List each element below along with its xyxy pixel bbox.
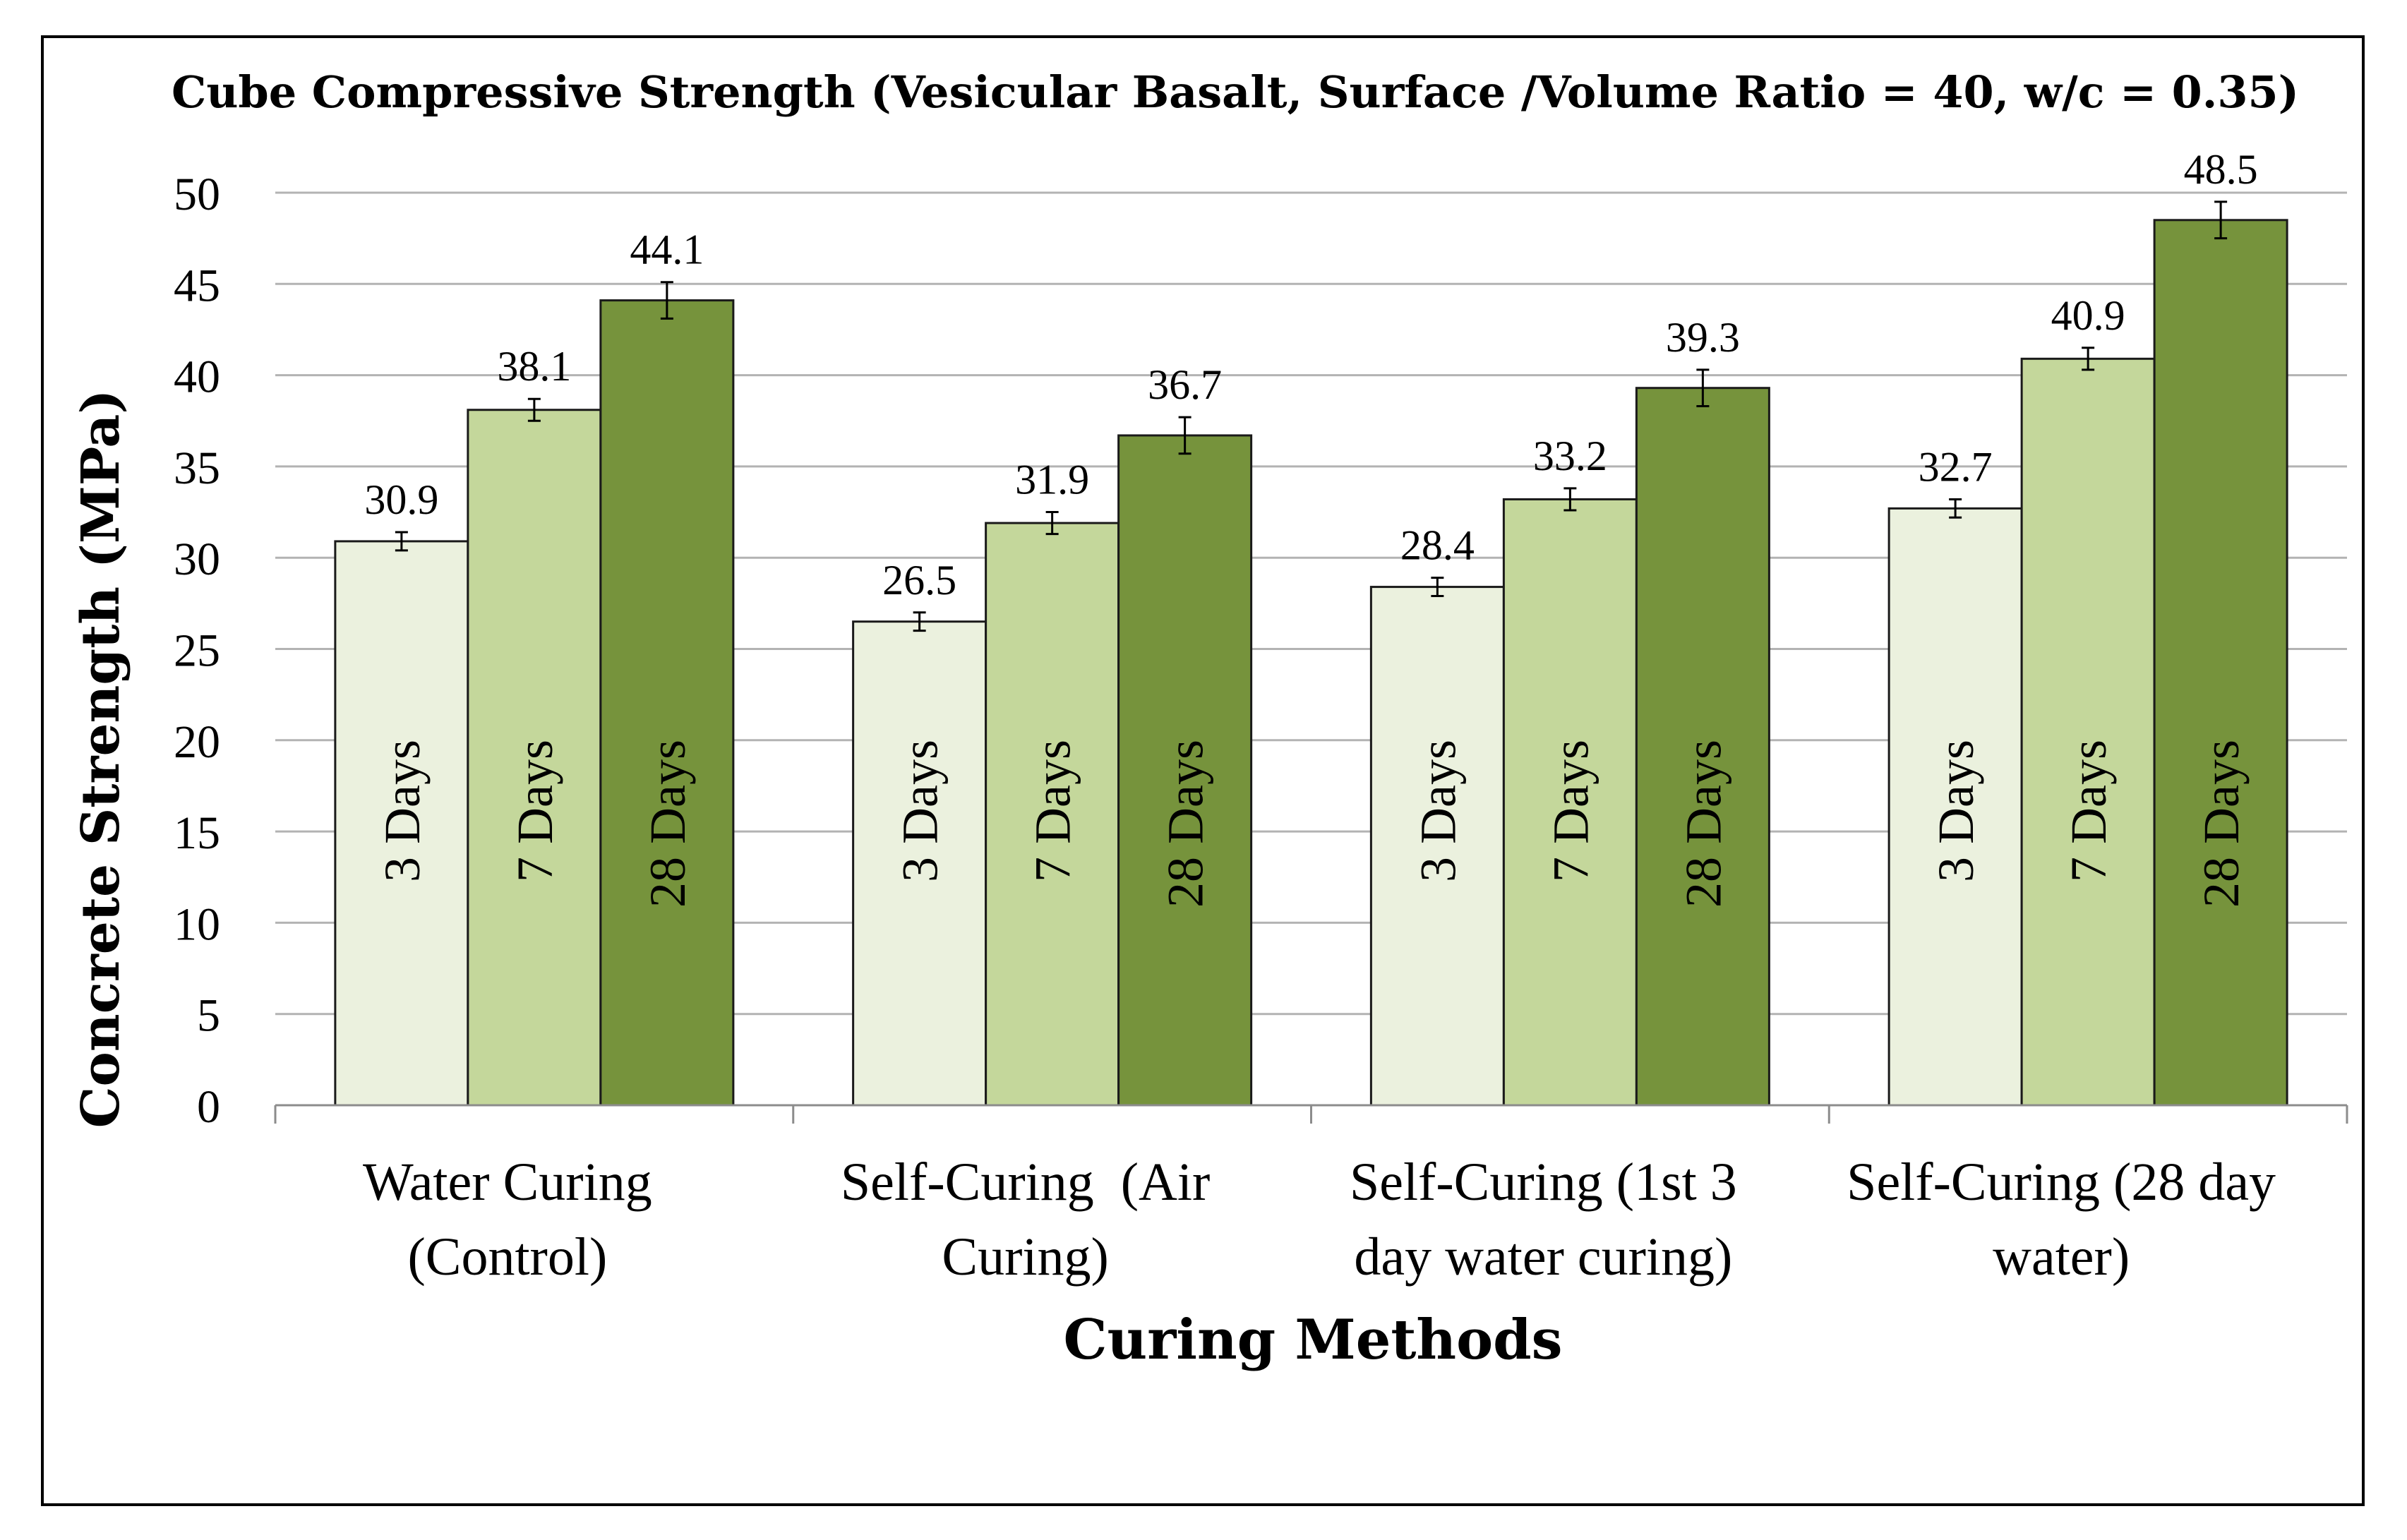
bar: [467, 409, 602, 1107]
y-tick-label: 50: [174, 169, 220, 220]
bars: 30.9 3 Days 38.1 7 Days 44.1 28 Days 26.5 3 Day…: [334, 146, 2288, 1107]
x-category-label: Self-Curing (Air: [841, 1153, 1210, 1212]
x-axis-category-labels: Water Curing (Control) Self-Curing (Air Cur…: [363, 1153, 2276, 1287]
y-tick-label: 20: [174, 716, 220, 768]
bar: [1635, 387, 1770, 1107]
bar: [2153, 219, 2288, 1107]
bar-series-label: 7 Days: [2060, 740, 2117, 882]
bar-series-label: 3 Days: [374, 740, 431, 882]
y-axis-ticks: 0 5 10 15 20 25 30 35 40 45 50: [174, 169, 220, 1133]
x-axis: [274, 1104, 2348, 1124]
data-label: 30.9: [364, 476, 438, 523]
bar-series-label: 28 Days: [1158, 740, 1214, 908]
y-axis-title: Concrete Strength (MPa): [71, 390, 131, 1129]
bar-series-label: 3 Days: [1410, 740, 1466, 882]
y-tick-label: 15: [174, 807, 220, 859]
data-label: 28.4: [1400, 522, 1475, 569]
data-label: 48.5: [2184, 146, 2258, 193]
x-category-label: Self-Curing (28 day: [1847, 1153, 2276, 1212]
data-label: 33.2: [1533, 433, 1607, 479]
y-tick-label: 35: [174, 443, 220, 494]
x-category-label: Curing): [942, 1227, 1108, 1287]
data-label: 32.7: [1919, 443, 1993, 490]
x-category-label: day water curing): [1354, 1227, 1732, 1287]
bar-series-label: 28 Days: [1675, 740, 1731, 908]
data-label: 36.7: [1148, 361, 1222, 408]
data-label: 39.3: [1666, 314, 1740, 361]
bar: [1502, 498, 1638, 1107]
y-tick-label: 0: [197, 1081, 220, 1133]
y-tick-label: 10: [174, 898, 220, 950]
bar: [1887, 507, 2023, 1107]
bar-series-label: 28 Days: [2193, 740, 2250, 908]
y-tick-label: 5: [197, 990, 220, 1042]
y-tick-label: 40: [174, 351, 220, 403]
data-label: 40.9: [2051, 292, 2125, 339]
x-category-label: Water Curing: [363, 1153, 652, 1212]
y-tick-label: 45: [174, 260, 220, 311]
bar-series-label: 3 Days: [1928, 740, 1984, 882]
y-tick-label: 30: [174, 534, 220, 585]
chart-title: Cube Compressive Strength (Vesicular Bas…: [172, 66, 2299, 118]
data-label: 44.1: [630, 227, 704, 273]
bar: [985, 522, 1120, 1107]
bar-series-label: 7 Days: [507, 740, 563, 882]
y-tick-label: 25: [174, 625, 220, 677]
x-category-label: Self-Curing (1st 3: [1350, 1153, 1737, 1212]
bar: [599, 299, 735, 1107]
x-axis-title: Curing Methods: [1063, 1308, 1562, 1372]
bar-series-label: 7 Days: [1542, 740, 1599, 882]
bar: [334, 540, 469, 1107]
data-label: 31.9: [1015, 457, 1089, 503]
data-label: 38.1: [497, 343, 571, 390]
bar-series-label: 7 Days: [1025, 740, 1081, 882]
bar: [2020, 357, 2156, 1107]
bar-series-label: 28 Days: [640, 740, 696, 908]
bar-series-label: 3 Days: [892, 740, 949, 882]
data-label: 26.5: [882, 557, 956, 603]
x-category-label: (Control): [407, 1227, 607, 1287]
x-category-label: water): [1993, 1227, 2130, 1287]
